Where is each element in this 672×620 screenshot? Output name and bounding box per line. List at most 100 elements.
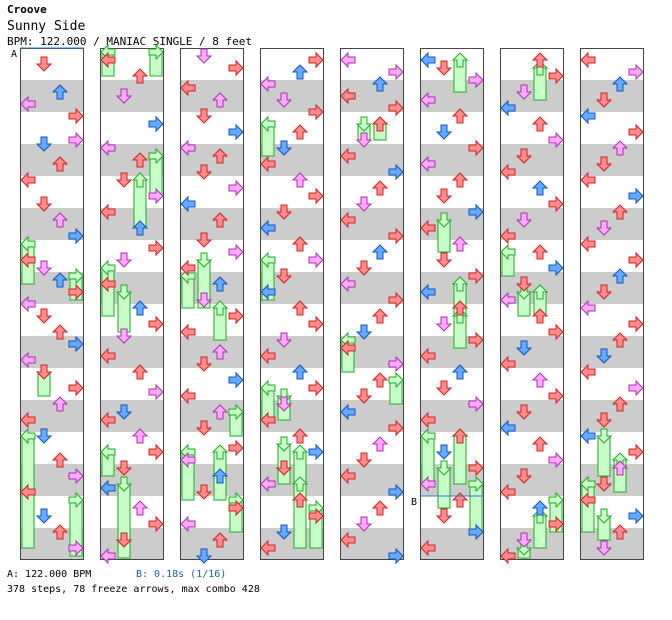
freeze-head: [228, 403, 244, 421]
step-arrow: [340, 467, 356, 485]
step-arrow: [68, 379, 84, 397]
step-arrow: [131, 68, 149, 84]
step-arrow: [308, 379, 324, 397]
step-arrow: [371, 116, 389, 132]
step-arrow: [515, 84, 533, 100]
step-arrow: [180, 387, 196, 405]
step-arrow: [420, 155, 436, 173]
step-arrow: [260, 155, 276, 173]
step-arrow: [371, 244, 389, 260]
freeze-arrow: [595, 508, 613, 541]
step-arrow: [531, 500, 549, 516]
step-arrow: [100, 139, 116, 157]
step-arrow: [500, 355, 516, 373]
step-arrow: [68, 283, 84, 301]
measure-band: [580, 528, 644, 560]
freeze-arrow: [291, 444, 309, 485]
step-arrow: [388, 227, 404, 245]
step-arrow: [451, 108, 469, 124]
step-arrow: [435, 316, 453, 332]
step-arrow: [468, 139, 484, 157]
step-arrow: [435, 508, 453, 524]
step-arrow: [228, 371, 244, 389]
measure-band: [580, 208, 644, 240]
step-arrow: [500, 99, 516, 117]
step-arrow: [20, 295, 36, 313]
step-arrow: [51, 396, 69, 412]
freeze-head: [580, 475, 596, 493]
step-arrow: [595, 540, 613, 556]
step-arrow: [131, 428, 149, 444]
freeze-head: [500, 243, 516, 261]
step-arrow: [628, 315, 644, 333]
freeze-arrow: [435, 460, 453, 509]
step-arrow: [468, 395, 484, 413]
column-border: [580, 48, 644, 560]
freeze-head: [131, 172, 149, 188]
step-arrow: [211, 468, 229, 484]
step-arrow: [20, 351, 36, 369]
step-arrow: [371, 308, 389, 324]
step-arrow: [115, 404, 133, 420]
step-arrow: [468, 203, 484, 221]
step-arrow: [291, 300, 309, 316]
step-arrow: [388, 419, 404, 437]
step-arrow: [595, 348, 613, 364]
measure-band: [580, 400, 644, 432]
step-arrow: [228, 123, 244, 141]
step-arrow: [195, 420, 213, 436]
step-arrow: [371, 76, 389, 92]
step-arrow: [195, 108, 213, 124]
step-arrow: [468, 267, 484, 285]
measure-band: [180, 336, 244, 368]
freeze-arrow: [148, 43, 164, 77]
freeze-head: [115, 476, 133, 492]
freeze-head: [291, 444, 309, 460]
measure-band: [260, 464, 324, 496]
freeze-head: [388, 371, 404, 389]
step-arrow: [35, 428, 53, 444]
step-arrow: [20, 483, 36, 501]
step-arrow: [611, 332, 629, 348]
step-arrow: [500, 291, 516, 309]
step-arrow: [355, 388, 373, 404]
marker-label: A: [11, 49, 17, 60]
step-arrow: [20, 251, 36, 269]
step-arrow: [468, 523, 484, 541]
freeze-head: [260, 251, 276, 269]
measure-band: [420, 80, 484, 112]
freeze-head: [20, 235, 36, 253]
step-arrow: [468, 331, 484, 349]
step-arrow: [420, 539, 436, 557]
step-arrow: [611, 524, 629, 540]
freeze-head: [211, 300, 229, 316]
step-arrow: [35, 56, 53, 72]
chart-stats: 378 steps, 78 freeze arrows, max combo 4…: [7, 584, 260, 595]
step-arrow: [308, 251, 324, 269]
step-arrow: [68, 227, 84, 245]
step-arrow: [435, 60, 453, 76]
step-arrow: [115, 88, 133, 104]
step-arrow: [388, 483, 404, 501]
step-arrow: [595, 412, 613, 428]
step-arrow: [211, 344, 229, 360]
step-arrow: [515, 532, 533, 548]
step-arrow: [468, 71, 484, 89]
step-arrow: [211, 276, 229, 292]
step-arrow: [308, 315, 324, 333]
step-arrow: [275, 92, 293, 108]
step-arrow: [260, 475, 276, 493]
freeze-head: [115, 284, 133, 300]
step-arrow: [500, 163, 516, 181]
freeze-head: [275, 436, 293, 452]
freeze-head: [435, 460, 453, 476]
freeze-head: [260, 379, 276, 397]
step-arrow: [500, 227, 516, 245]
step-arrow: [51, 452, 69, 468]
freeze-arrow: [100, 443, 116, 477]
step-arrow: [180, 451, 196, 469]
step-arrow: [451, 300, 469, 316]
step-arrow: [20, 95, 36, 113]
step-arrow: [68, 107, 84, 125]
step-arrow: [388, 547, 404, 565]
